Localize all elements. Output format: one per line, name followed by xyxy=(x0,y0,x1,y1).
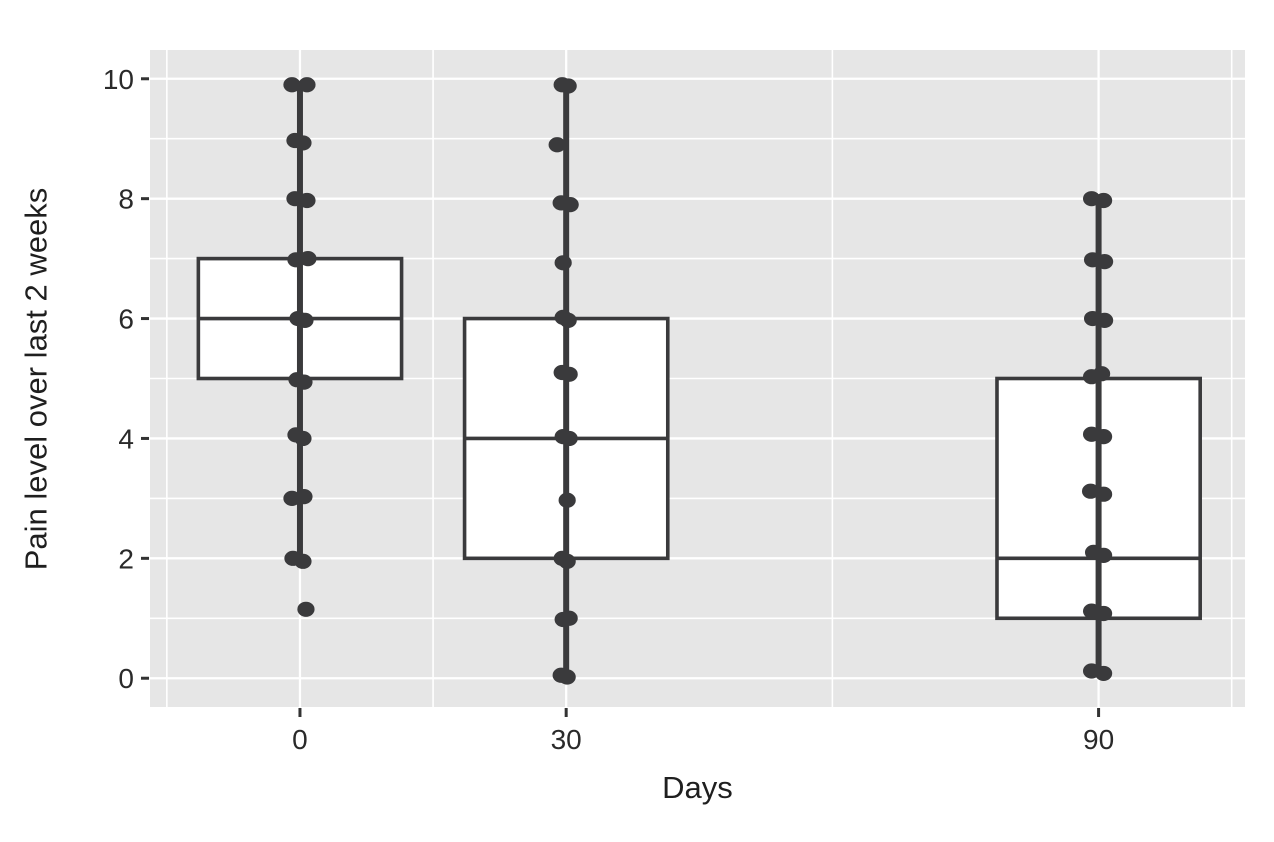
jitter-point xyxy=(560,610,578,626)
jitter-point xyxy=(1095,254,1114,270)
y-tick-label: 4 xyxy=(118,423,134,454)
jitter-point xyxy=(558,669,576,685)
jitter-point xyxy=(560,430,578,447)
jitter-point xyxy=(1094,665,1113,682)
jitter-point xyxy=(1094,486,1113,502)
y-tick-label: 10 xyxy=(103,64,134,95)
y-axis-title: Pain level over last 2 weeks xyxy=(18,187,54,571)
y-tick-label: 6 xyxy=(118,304,134,335)
jitter-point xyxy=(558,492,576,508)
jitter-point xyxy=(560,366,578,382)
y-tick-label: 0 xyxy=(118,663,134,694)
jitter-point xyxy=(1092,366,1111,382)
y-tick-label: 2 xyxy=(118,543,134,574)
jitter-point xyxy=(561,197,579,213)
jitter-point xyxy=(296,312,314,328)
jitter-point xyxy=(298,192,316,209)
y-tick-label: 8 xyxy=(118,184,134,215)
jitter-point xyxy=(548,137,566,153)
jitter-point xyxy=(559,78,577,94)
jitter-point xyxy=(294,135,312,151)
jitter-point xyxy=(1095,312,1114,328)
x-tick-label: 30 xyxy=(551,724,582,755)
jitter-point xyxy=(294,553,312,569)
x-axis-title: Days xyxy=(662,770,733,805)
x-tick-label: 90 xyxy=(1083,724,1114,755)
jitter-point xyxy=(299,251,317,267)
jitter-point xyxy=(1094,192,1113,209)
jitter-point xyxy=(297,601,315,617)
jitter-point xyxy=(1094,605,1113,622)
x-tick-label: 0 xyxy=(292,724,308,755)
jitter-point xyxy=(1081,483,1100,499)
jitter-point xyxy=(559,312,577,328)
jitter-point xyxy=(298,77,316,93)
jitter-point xyxy=(558,553,576,569)
jitter-point xyxy=(1094,429,1113,445)
jitter-point xyxy=(283,77,301,93)
jitter-point xyxy=(554,255,572,271)
jitter-point xyxy=(295,374,313,390)
jitter-point xyxy=(294,430,312,447)
jitter-point xyxy=(295,488,313,505)
jitter-point xyxy=(1094,547,1113,563)
